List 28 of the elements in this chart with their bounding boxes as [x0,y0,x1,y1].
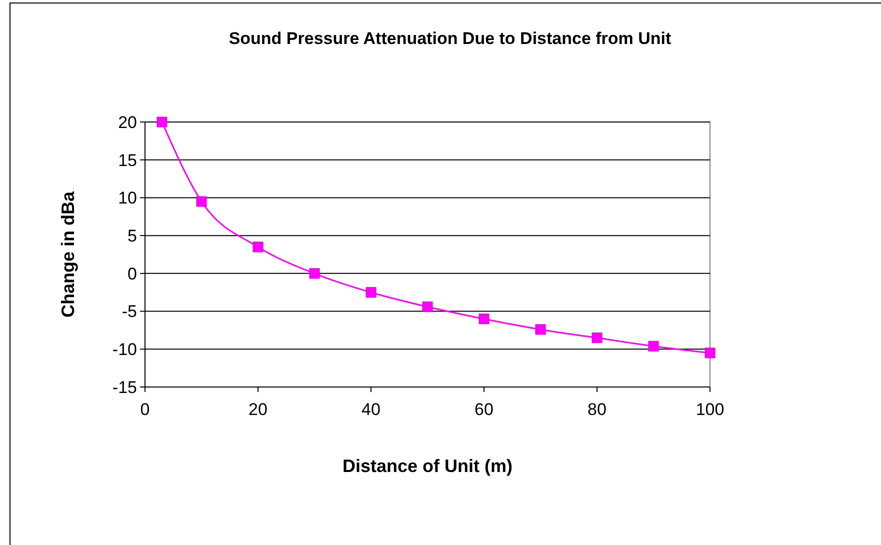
point [704,348,716,358]
x-tick-label: 40 [362,400,380,419]
point [422,301,433,312]
chart-title: Sound Pressure Attenuation Due to Distance from Unit [228,29,672,48]
point [648,340,659,352]
y-tick-label: 15 [118,150,137,170]
y-tick-label: -5 [122,302,137,322]
point [535,324,546,335]
x-tick-label: 60 [474,400,494,419]
y-tick-label: 0 [128,264,137,284]
y-tick-label: 5 [128,226,137,246]
y-tick-label: -15 [112,378,137,397]
x-tick-label: 100 [696,400,724,419]
y-tick-label: 20 [118,112,137,132]
y-axis-title: Change in dBa [58,190,78,318]
point [366,287,376,298]
x-tick-label: 80 [588,400,606,419]
y-tick-label: 10 [118,188,137,208]
point [156,116,168,128]
y-tick-label: -10 [112,340,137,360]
x-axis-title: Distance of Unit (m) [342,456,513,476]
point [252,242,264,252]
x-tick-label: 20 [248,400,268,419]
point [478,314,490,324]
x-tick-label: 0 [140,400,150,419]
point [196,196,207,207]
point [592,332,602,344]
point [309,268,320,279]
